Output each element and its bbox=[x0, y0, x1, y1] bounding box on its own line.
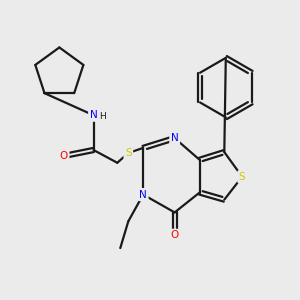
Text: H: H bbox=[99, 112, 106, 121]
Text: N: N bbox=[171, 133, 178, 143]
Text: O: O bbox=[60, 151, 68, 161]
Text: S: S bbox=[239, 172, 245, 182]
Text: N: N bbox=[139, 190, 147, 200]
Text: O: O bbox=[170, 230, 179, 240]
Text: S: S bbox=[125, 148, 132, 158]
Text: N: N bbox=[90, 110, 98, 120]
